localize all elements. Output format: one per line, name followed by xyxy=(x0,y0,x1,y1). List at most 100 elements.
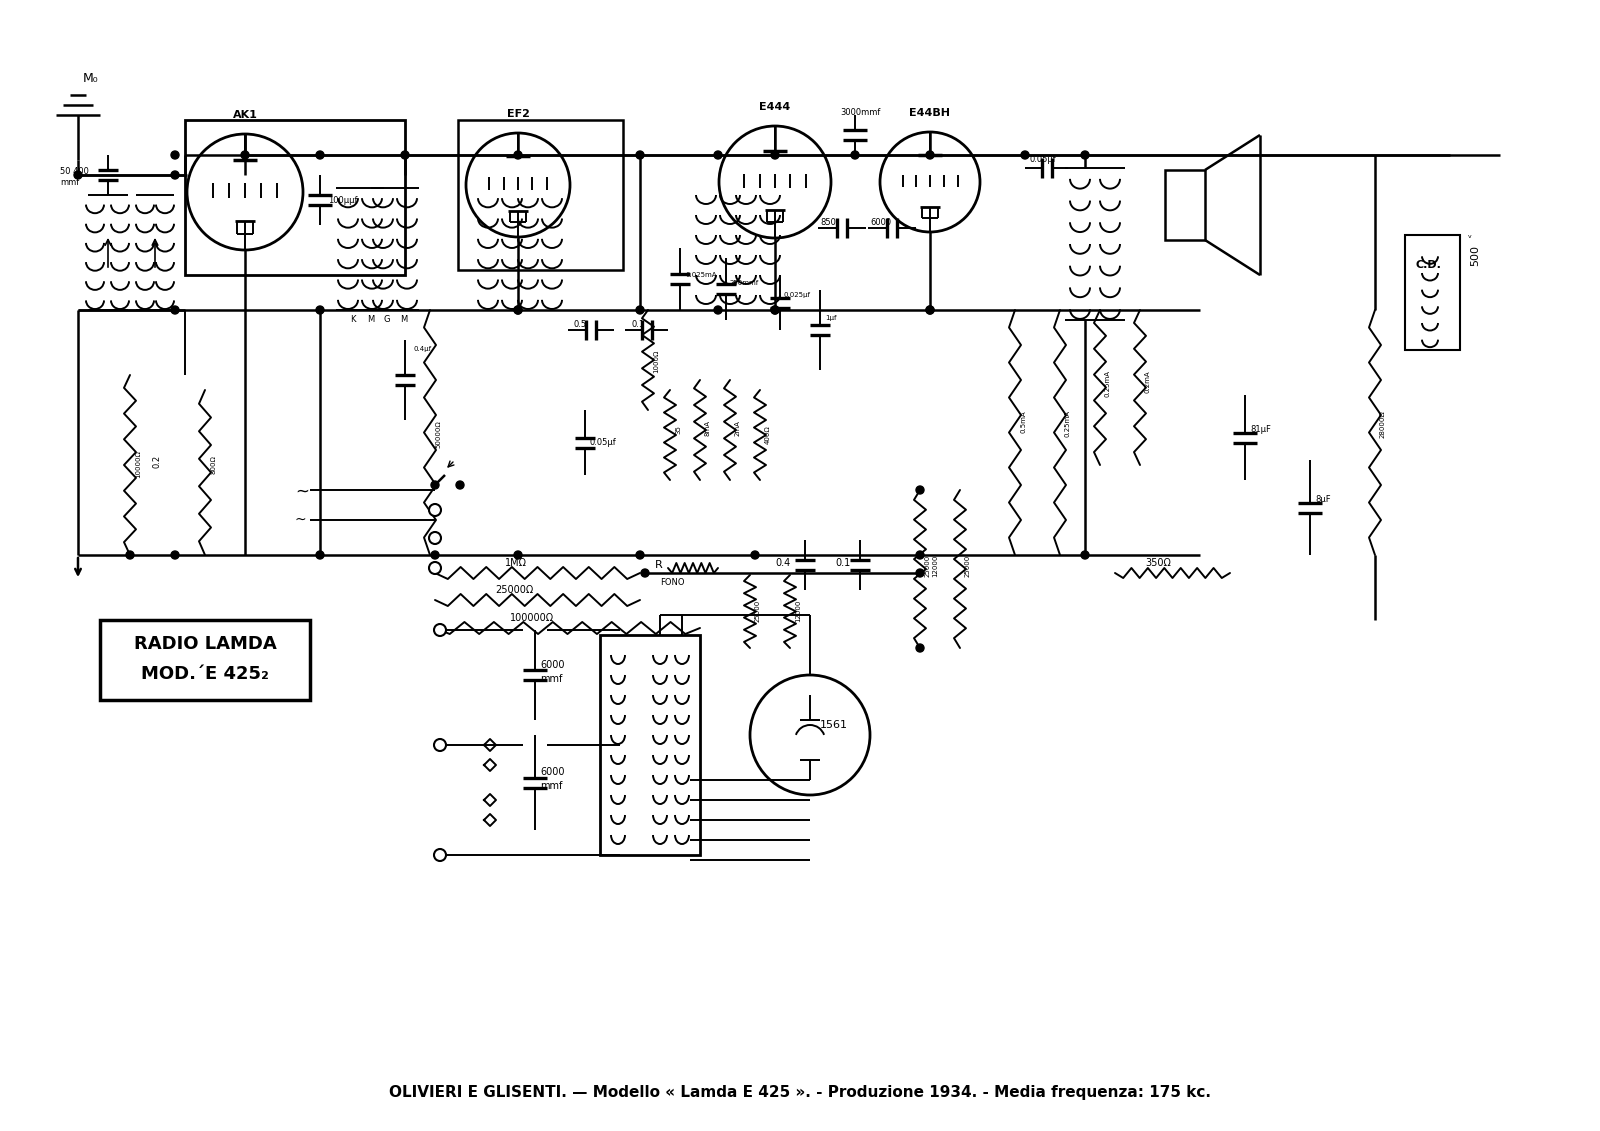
Circle shape xyxy=(317,152,323,159)
Text: 1000Ω: 1000Ω xyxy=(653,349,659,373)
Text: 0.2mA: 0.2mA xyxy=(1146,370,1150,392)
Circle shape xyxy=(637,551,643,559)
Circle shape xyxy=(915,569,925,577)
Text: 0.025mA: 0.025mA xyxy=(685,271,717,278)
Text: 10000Ω: 10000Ω xyxy=(134,450,141,478)
Circle shape xyxy=(171,171,179,179)
Text: ~: ~ xyxy=(294,483,309,501)
Text: 6000: 6000 xyxy=(541,661,565,670)
Text: 25000: 25000 xyxy=(965,555,971,577)
Bar xyxy=(99,620,310,700)
Text: 35: 35 xyxy=(675,425,682,434)
Text: 500: 500 xyxy=(1470,245,1480,266)
Text: 81μF: 81μF xyxy=(1250,425,1270,434)
Text: 8μF: 8μF xyxy=(1315,495,1331,504)
Circle shape xyxy=(171,551,179,559)
Circle shape xyxy=(514,551,522,559)
Text: 0.25mA: 0.25mA xyxy=(1066,411,1070,437)
Circle shape xyxy=(514,307,522,314)
Circle shape xyxy=(242,152,250,159)
Circle shape xyxy=(714,307,722,314)
Circle shape xyxy=(514,307,522,314)
Text: M: M xyxy=(400,316,408,323)
Text: K: K xyxy=(350,316,355,323)
Text: 0.5: 0.5 xyxy=(574,320,587,329)
Circle shape xyxy=(926,307,934,314)
Text: 6000: 6000 xyxy=(870,218,891,227)
Text: 1561: 1561 xyxy=(819,720,848,729)
Circle shape xyxy=(434,739,446,751)
Circle shape xyxy=(429,562,442,575)
Circle shape xyxy=(434,624,446,636)
Circle shape xyxy=(926,152,934,159)
Circle shape xyxy=(74,171,82,179)
Text: 0.5mA: 0.5mA xyxy=(1021,411,1026,433)
Circle shape xyxy=(1082,152,1090,159)
Text: M: M xyxy=(366,316,374,323)
Circle shape xyxy=(429,532,442,544)
Text: EF2: EF2 xyxy=(507,109,530,119)
Circle shape xyxy=(915,551,925,559)
Text: 0.4: 0.4 xyxy=(774,558,790,568)
Text: AK1: AK1 xyxy=(232,110,258,120)
Text: C.D.: C.D. xyxy=(1414,260,1442,270)
Circle shape xyxy=(317,307,323,314)
Text: 850: 850 xyxy=(819,218,835,227)
Text: FONO: FONO xyxy=(661,578,685,587)
Circle shape xyxy=(1021,152,1029,159)
Text: E444: E444 xyxy=(760,102,790,112)
Bar xyxy=(600,634,701,855)
Text: 0.025μf: 0.025μf xyxy=(784,292,811,297)
Text: 50000Ω: 50000Ω xyxy=(435,420,442,448)
Text: 100000Ω: 100000Ω xyxy=(510,613,554,623)
Circle shape xyxy=(402,152,410,159)
Text: 0.1: 0.1 xyxy=(632,320,645,329)
Circle shape xyxy=(430,481,438,489)
Circle shape xyxy=(126,551,134,559)
Text: 28000Ω: 28000Ω xyxy=(1379,411,1386,438)
Circle shape xyxy=(514,152,522,159)
Bar xyxy=(1165,170,1205,240)
Circle shape xyxy=(851,152,859,159)
Text: R: R xyxy=(654,560,662,570)
Text: mmf: mmf xyxy=(541,674,562,684)
Text: OLIVIERI E GLISENTI. — Modello « Lamda E 425 ». - Produzione 1934. - Media frequ: OLIVIERI E GLISENTI. — Modello « Lamda E… xyxy=(389,1086,1211,1100)
Text: 3000mmf: 3000mmf xyxy=(840,107,880,116)
Text: 0.05μf: 0.05μf xyxy=(590,438,616,447)
Circle shape xyxy=(750,551,758,559)
Text: 25000Ω: 25000Ω xyxy=(494,585,533,595)
Text: RADIO LAMDA: RADIO LAMDA xyxy=(134,634,277,653)
Text: 25000
12000: 25000 12000 xyxy=(925,555,938,577)
Text: 6000: 6000 xyxy=(541,767,565,777)
Circle shape xyxy=(926,307,934,314)
Text: 0.25mA: 0.25mA xyxy=(1106,370,1110,397)
Text: 800Ω: 800Ω xyxy=(210,455,216,474)
Text: 50 400: 50 400 xyxy=(61,167,90,176)
Circle shape xyxy=(434,849,446,861)
Bar xyxy=(458,120,622,270)
Circle shape xyxy=(642,569,650,577)
Text: MOD.´E 425₂: MOD.´E 425₂ xyxy=(141,665,269,683)
Text: 0.4μf: 0.4μf xyxy=(413,346,430,352)
Text: ᵥ: ᵥ xyxy=(1469,230,1472,240)
Circle shape xyxy=(171,152,179,159)
Text: mmf: mmf xyxy=(541,782,562,791)
Text: 350Ω: 350Ω xyxy=(1146,558,1171,568)
Text: 250mmf: 250mmf xyxy=(730,280,760,286)
Circle shape xyxy=(456,481,464,489)
Text: 12000: 12000 xyxy=(795,601,802,622)
Text: 0.1: 0.1 xyxy=(835,558,850,568)
Bar xyxy=(186,120,405,275)
Text: 1μf: 1μf xyxy=(826,316,837,321)
Text: 400Ω: 400Ω xyxy=(765,425,771,443)
Circle shape xyxy=(714,152,722,159)
Circle shape xyxy=(637,307,643,314)
Text: G: G xyxy=(384,316,390,323)
Text: 2mA: 2mA xyxy=(734,420,741,435)
Circle shape xyxy=(430,551,438,559)
Circle shape xyxy=(637,152,643,159)
Text: 100μμf: 100μμf xyxy=(328,196,357,205)
Text: ~: ~ xyxy=(294,513,307,527)
Circle shape xyxy=(1082,551,1090,559)
Circle shape xyxy=(771,307,779,314)
